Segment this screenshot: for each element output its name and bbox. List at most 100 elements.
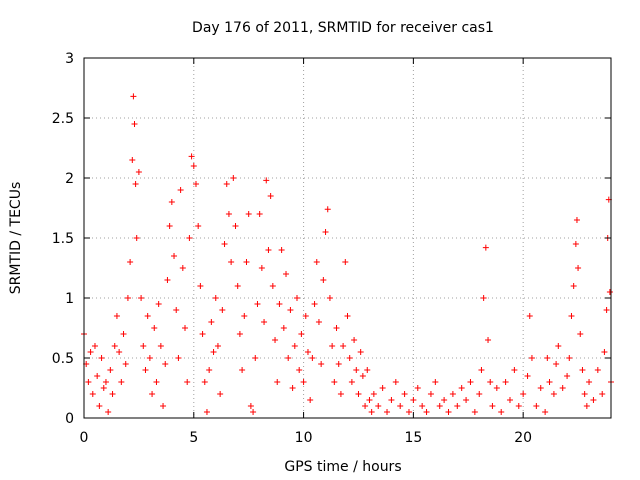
data-point bbox=[102, 379, 109, 385]
data-point bbox=[149, 391, 156, 397]
data-point bbox=[564, 373, 571, 379]
data-point bbox=[133, 235, 140, 241]
data-point bbox=[280, 325, 287, 331]
data-point bbox=[579, 367, 586, 373]
data-point bbox=[234, 283, 241, 289]
data-point bbox=[208, 319, 215, 325]
data-point bbox=[342, 259, 349, 265]
data-point bbox=[458, 385, 465, 391]
data-point bbox=[157, 343, 164, 349]
data-point bbox=[502, 379, 509, 385]
data-point bbox=[526, 313, 533, 319]
data-point bbox=[566, 355, 573, 361]
x-tick-label: 5 bbox=[189, 430, 198, 446]
data-point bbox=[274, 379, 281, 385]
data-point bbox=[436, 403, 443, 409]
data-point bbox=[197, 283, 204, 289]
data-point bbox=[599, 391, 606, 397]
data-point bbox=[544, 355, 551, 361]
data-point bbox=[489, 403, 496, 409]
data-point bbox=[351, 337, 358, 343]
data-point bbox=[515, 403, 522, 409]
data-point bbox=[85, 379, 92, 385]
data-point bbox=[107, 367, 114, 373]
data-point bbox=[568, 313, 575, 319]
data-point bbox=[116, 349, 123, 355]
data-point bbox=[269, 283, 276, 289]
data-point bbox=[232, 223, 239, 229]
data-point bbox=[331, 379, 338, 385]
x-tick-label: 10 bbox=[295, 430, 313, 446]
data-point bbox=[346, 355, 353, 361]
data-point bbox=[130, 93, 137, 100]
data-point bbox=[283, 271, 290, 277]
data-point bbox=[96, 403, 103, 409]
data-point bbox=[100, 385, 107, 391]
x-tick-label: 20 bbox=[514, 430, 532, 446]
data-point bbox=[285, 355, 292, 361]
data-point bbox=[573, 217, 580, 223]
data-point bbox=[144, 313, 151, 319]
data-point bbox=[252, 355, 259, 361]
data-point bbox=[333, 325, 340, 331]
data-point bbox=[392, 379, 399, 385]
data-point bbox=[289, 385, 296, 391]
data-point bbox=[304, 349, 311, 355]
data-point bbox=[601, 349, 608, 355]
data-point bbox=[186, 235, 193, 241]
data-point bbox=[410, 397, 417, 403]
data-point bbox=[182, 325, 189, 331]
data-point bbox=[91, 343, 98, 349]
data-point bbox=[135, 169, 142, 175]
data-point bbox=[239, 367, 246, 373]
data-point bbox=[278, 247, 285, 253]
data-point bbox=[520, 391, 527, 397]
data-point bbox=[498, 409, 505, 415]
data-point bbox=[370, 391, 377, 397]
data-point bbox=[476, 391, 483, 397]
data-point bbox=[553, 361, 560, 367]
data-point bbox=[203, 409, 210, 415]
data-point bbox=[293, 295, 300, 301]
data-point bbox=[199, 331, 206, 337]
data-point bbox=[300, 379, 307, 385]
grid-lines bbox=[84, 58, 611, 418]
data-point bbox=[122, 361, 129, 367]
data-point bbox=[109, 391, 116, 397]
data-point bbox=[480, 295, 487, 301]
data-point bbox=[487, 379, 494, 385]
data-point bbox=[87, 349, 94, 355]
data-point bbox=[449, 391, 456, 397]
data-point bbox=[287, 307, 294, 313]
data-point bbox=[261, 319, 268, 325]
data-point bbox=[357, 349, 364, 355]
data-point bbox=[366, 397, 373, 403]
chart-title: Day 176 of 2011, SRMTID for receiver cas… bbox=[192, 20, 494, 36]
data-point bbox=[89, 391, 96, 397]
data-point bbox=[236, 331, 243, 337]
data-point bbox=[228, 259, 235, 265]
data-point bbox=[337, 391, 344, 397]
data-point bbox=[348, 379, 355, 385]
data-point bbox=[307, 397, 314, 403]
data-point bbox=[155, 301, 162, 307]
data-point bbox=[384, 409, 391, 415]
data-point bbox=[190, 163, 197, 169]
data-point bbox=[606, 289, 613, 295]
data-point bbox=[142, 367, 149, 373]
data-point bbox=[546, 379, 553, 385]
data-point bbox=[276, 301, 283, 307]
data-point bbox=[537, 385, 544, 391]
data-point bbox=[113, 313, 120, 319]
data-point bbox=[265, 247, 272, 253]
data-point bbox=[454, 403, 461, 409]
data-point bbox=[405, 409, 412, 415]
data-point bbox=[583, 403, 590, 409]
data-point bbox=[478, 367, 485, 373]
data-point bbox=[432, 379, 439, 385]
data-point bbox=[493, 385, 500, 391]
data-point bbox=[94, 373, 101, 379]
data-point bbox=[296, 367, 303, 373]
y-tick-label: 1 bbox=[65, 291, 74, 307]
